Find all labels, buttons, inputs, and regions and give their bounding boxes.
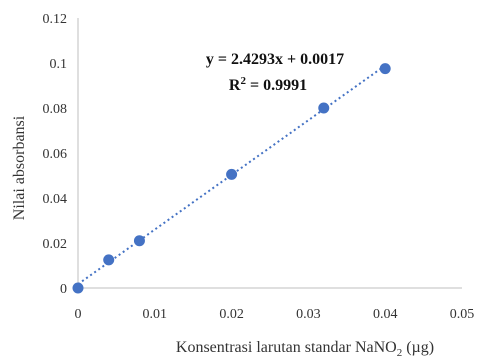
x-tick-label: 0 [75, 307, 82, 322]
data-point [72, 282, 84, 294]
data-point [318, 102, 330, 114]
r-squared-symbol: R [229, 77, 241, 94]
r-squared-value: = 0.9991 [246, 77, 307, 94]
r-squared-superscript: 2 [240, 75, 246, 87]
x-axis-title: Konsentrasi larutan standar NaNO2 (µg) [176, 339, 434, 359]
y-tick-label: 0.12 [43, 12, 68, 27]
x-tick-label: 0.02 [219, 307, 244, 322]
x-tick-label: 0.04 [373, 307, 398, 322]
data-point [133, 235, 145, 247]
x-tick-labels: 0 0.01 0.02 0.03 0.04 0.05 [75, 307, 475, 322]
r-squared-label: R2 = 0.9991 [229, 75, 307, 94]
y-tick-label: 0.06 [43, 147, 68, 162]
data-point [103, 254, 115, 266]
data-points [72, 63, 391, 294]
y-tick-label: 0 [60, 282, 67, 297]
y-tick-label: 0.02 [43, 237, 68, 252]
x-axis-title-unit: (µg) [402, 339, 434, 356]
data-point [226, 168, 238, 180]
data-point [379, 63, 391, 75]
trendline-equation: y = 2.4293x + 0.0017 [206, 51, 344, 68]
axes [77, 18, 462, 289]
x-axis-title-main: Konsentrasi larutan standar NaNO [176, 339, 397, 356]
x-axis-title-subscript: 2 [397, 347, 403, 359]
y-tick-label: 0.08 [43, 102, 68, 117]
y-tick-label: 0.1 [50, 57, 68, 72]
x-tick-label: 0.05 [450, 307, 475, 322]
y-tick-label: 0.04 [43, 192, 68, 207]
y-axis-title: Nilai absorbansi [11, 115, 28, 220]
y-tick-labels: 0 0.02 0.04 0.06 0.08 0.1 0.12 [43, 12, 68, 297]
x-tick-label: 0.01 [143, 307, 168, 322]
x-tick-label: 0.03 [296, 307, 321, 322]
